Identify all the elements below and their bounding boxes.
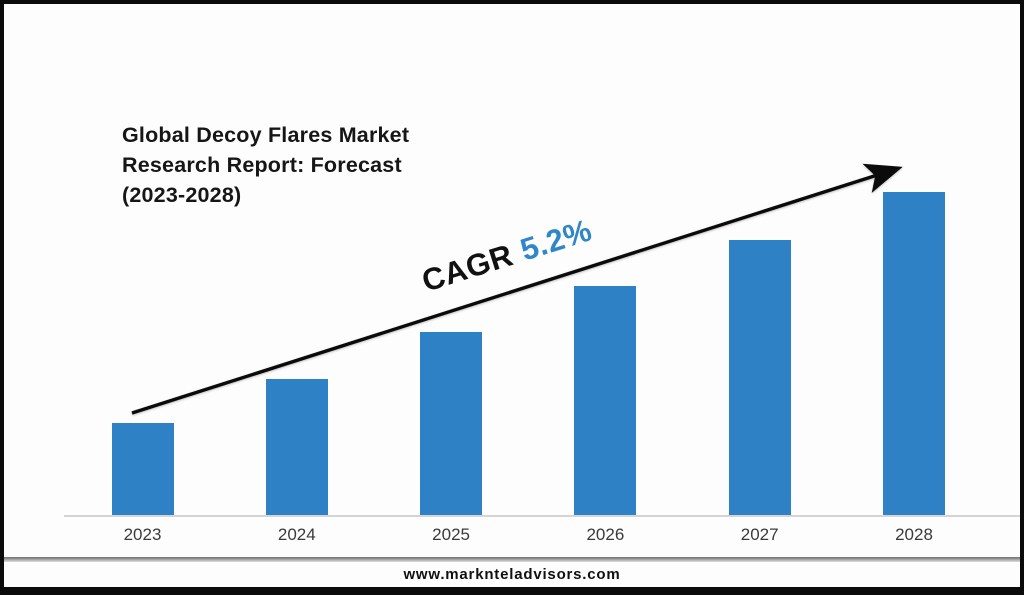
bar-2023: [111, 423, 174, 516]
cagr-value: 5.2%: [516, 212, 597, 268]
footer-url: www.marknteladvisors.com: [403, 566, 621, 583]
bar-2025: [420, 332, 483, 516]
bottom-black-bar: [4, 587, 1020, 595]
x-axis-label-2026: 2026: [586, 525, 625, 544]
footer-divider: [4, 557, 1020, 562]
bar-2027: [728, 240, 791, 516]
x-axis-label-2024: 2024: [277, 525, 316, 544]
x-axis-label-2023: 2023: [123, 525, 162, 544]
bar-2024: [265, 379, 328, 516]
x-axis-label-2027: 2027: [740, 525, 779, 544]
cagr-text: CAGR: [417, 237, 518, 299]
chart-title: Global Decoy Flares Market Research Repo…: [122, 123, 410, 207]
cagr-annotation: CAGR5.2%: [418, 212, 597, 299]
bar-2028: [883, 192, 945, 516]
x-axis-line: [64, 515, 1020, 517]
x-axis-label-2028: 2028: [895, 525, 933, 544]
bar-2026: [574, 286, 637, 516]
x-axis-label-2025: 2025: [432, 525, 470, 544]
